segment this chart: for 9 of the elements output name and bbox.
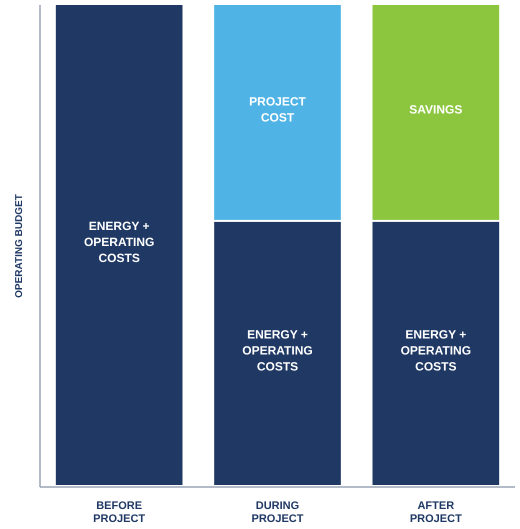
y-axis-title: OPERATING BUDGET xyxy=(14,194,25,298)
x-tick-label: AFTER PROJECT xyxy=(410,500,462,525)
text: ENERGY + OPERATING COSTS xyxy=(242,327,313,374)
series-label: SAVINGS xyxy=(409,102,462,116)
series-label: ENERGY + OPERATING COSTS xyxy=(84,219,154,265)
x-tick-label: BEFORE PROJECT xyxy=(93,500,146,525)
series-label: PROJECT COST xyxy=(249,94,307,124)
text: ENERGY + OPERATING COSTS xyxy=(400,327,472,374)
x-tick-label: DURING PROJECT xyxy=(252,500,304,525)
